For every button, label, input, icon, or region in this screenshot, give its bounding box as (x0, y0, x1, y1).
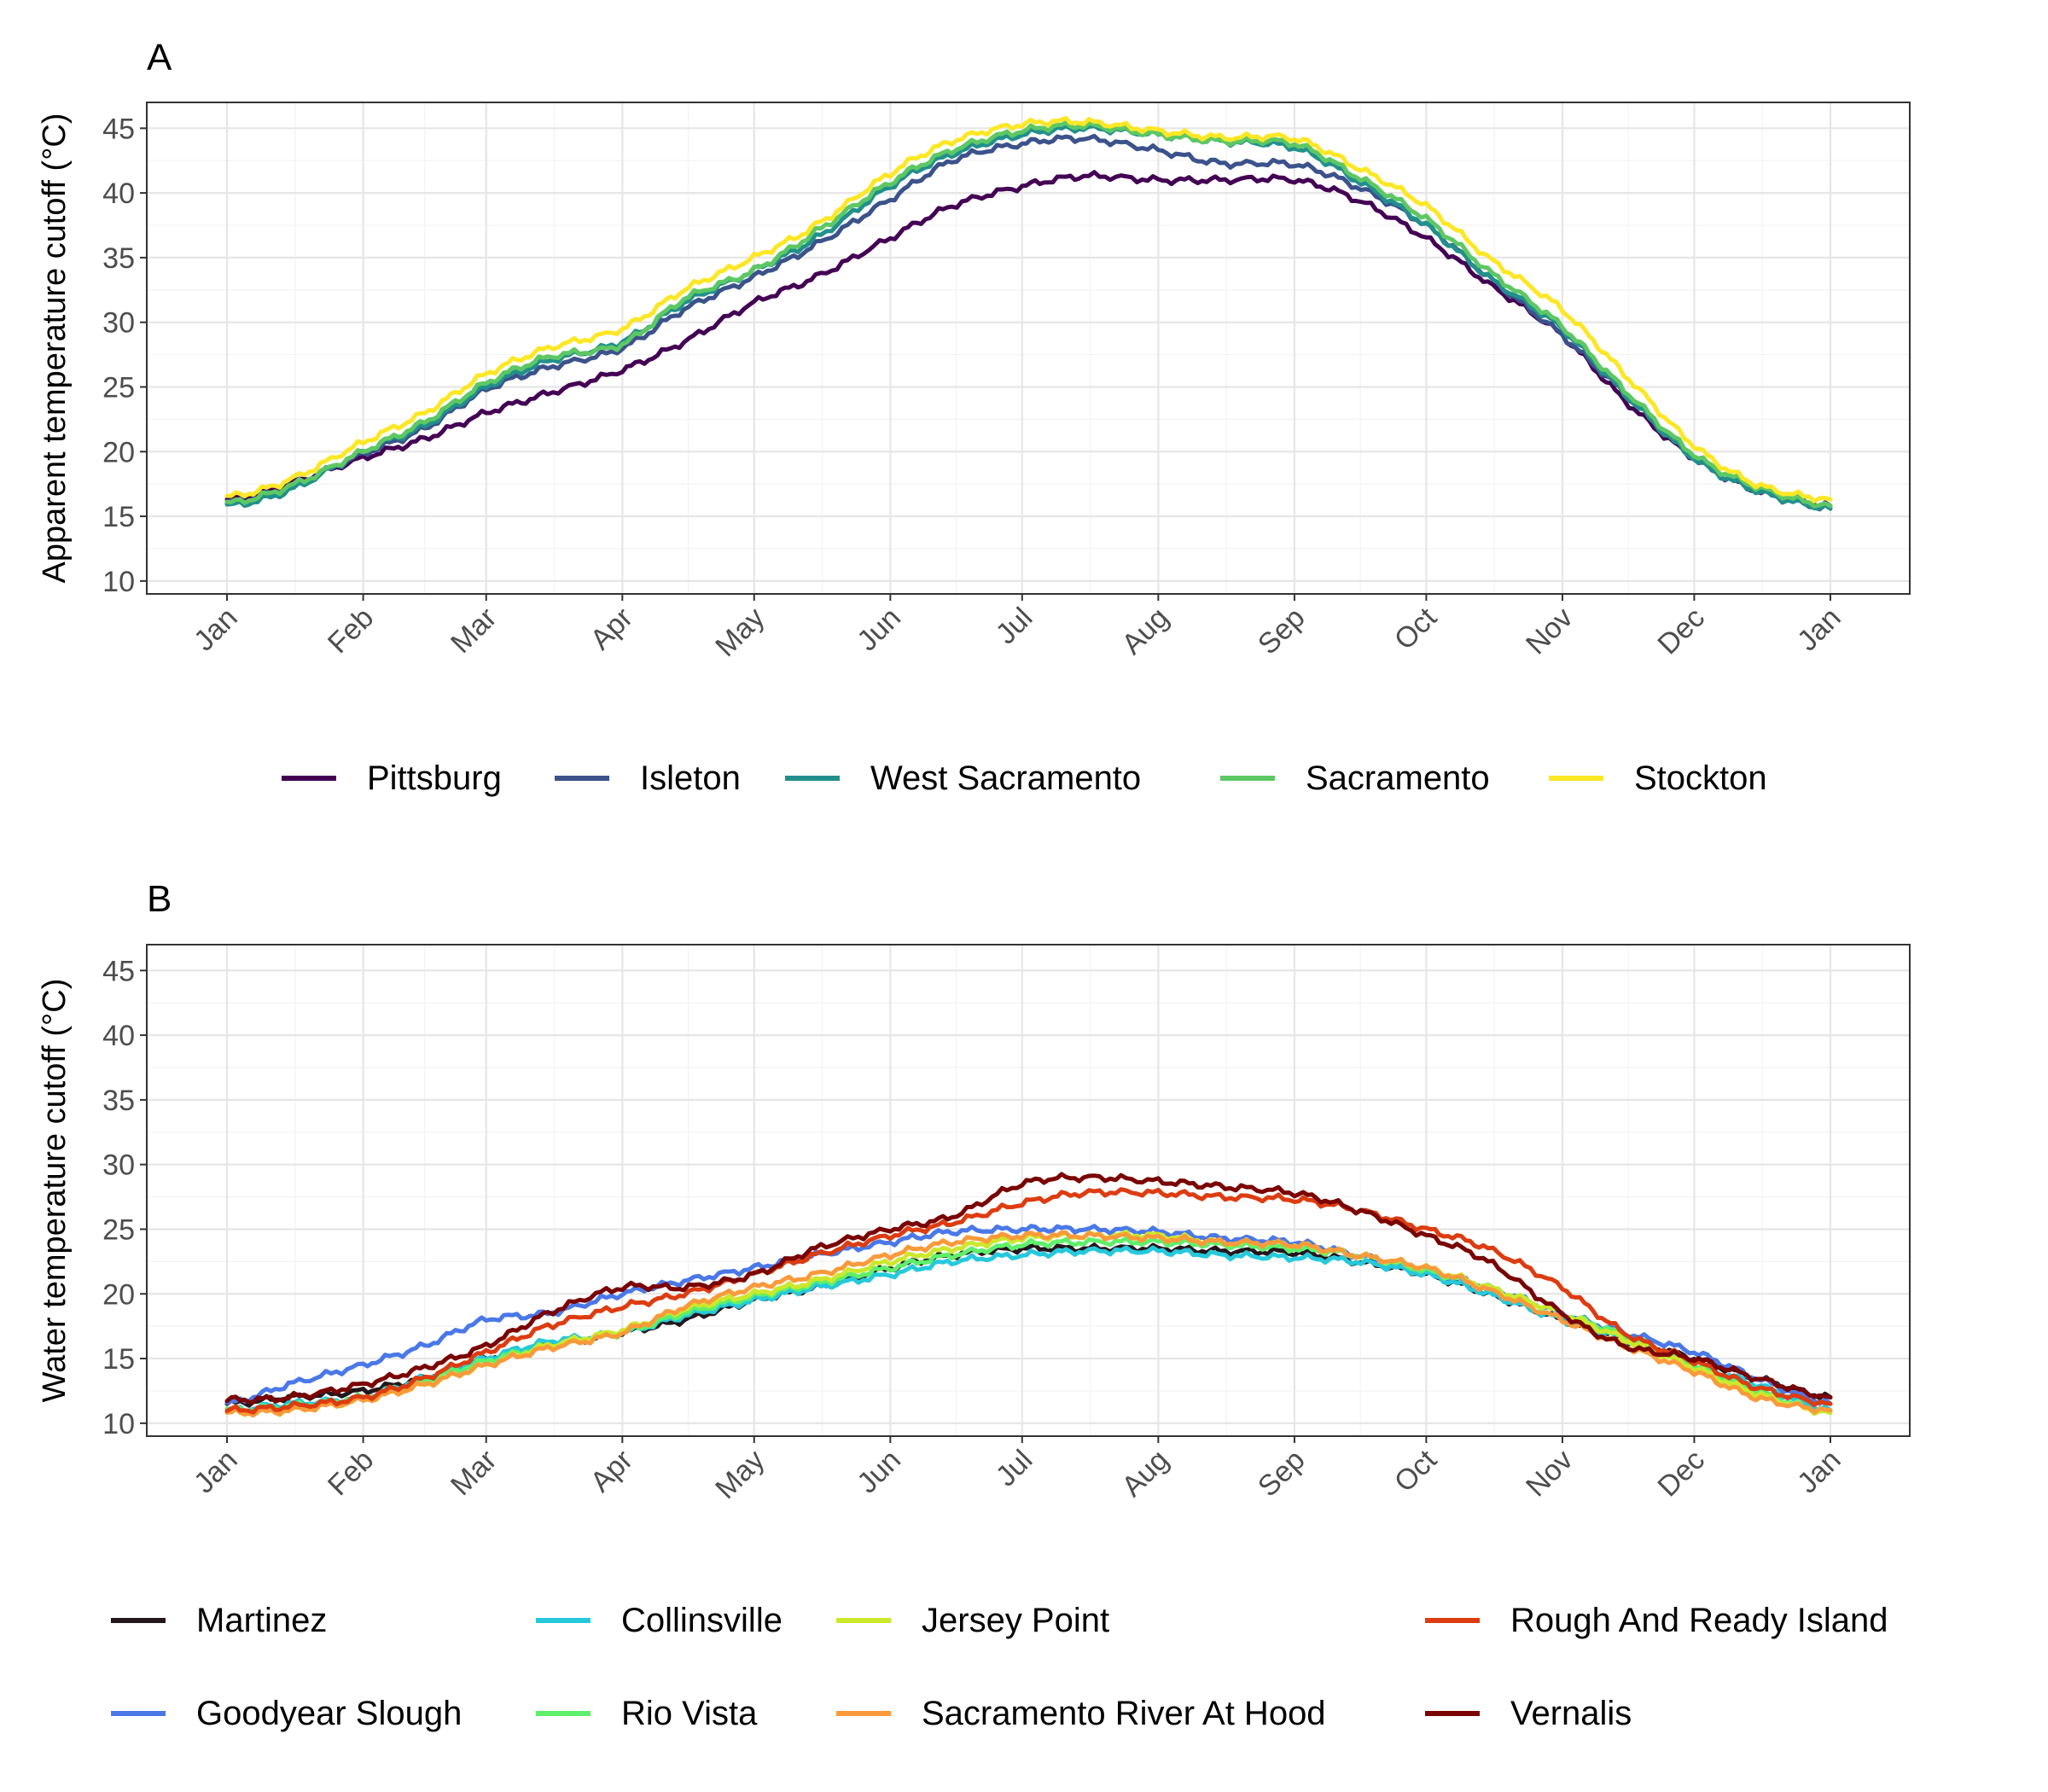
y-tick-label: 30 (102, 1149, 135, 1182)
panel-a-border (146, 102, 1911, 595)
legend-label: Goodyear Slough (196, 1695, 462, 1732)
series-line-stockton (224, 115, 1833, 503)
legend-label: Isleton (640, 759, 741, 797)
y-tick-label: 10 (102, 1408, 135, 1440)
y-tick-label: 15 (102, 1343, 135, 1376)
panel-b-grid (147, 945, 1910, 1436)
y-tick-label: 40 (102, 177, 135, 210)
legend-label: Rough And Ready Island (1510, 1602, 1888, 1639)
series-line-rough-and-ready-island (224, 1187, 1833, 1415)
y-tick-label: 35 (102, 1085, 135, 1117)
y-tick-label: 35 (102, 242, 135, 275)
legend-label: Jersey Point (922, 1602, 1109, 1639)
legend-label: Martinez (196, 1602, 327, 1639)
legend-label: Vernalis (1510, 1695, 1632, 1732)
legend-label: Stockton (1634, 759, 1767, 797)
legend-label: West Sacramento (870, 759, 1141, 797)
panel-b-legend: Martinez Collinsville Jersey Point Rough An… (111, 1602, 1888, 1732)
y-tick-label: 25 (102, 1213, 135, 1246)
y-tick-label: 45 (102, 113, 135, 145)
legend-label: Sacramento (1306, 759, 1490, 797)
panel-label-b: B (147, 878, 172, 920)
panel-a-series (224, 115, 1833, 512)
legend-label: Sacramento River At Hood (922, 1695, 1326, 1732)
legend-label: Collinsville (621, 1602, 783, 1639)
series-line-sacramento-river-at-hood (224, 1230, 1833, 1418)
y-tick-label: 20 (102, 1278, 135, 1311)
y-tick-label: 40 (102, 1020, 135, 1052)
y-tick-label: 10 (102, 566, 135, 598)
panel-b-series (224, 1172, 1833, 1418)
panel-b-border (146, 944, 1911, 1437)
y-tick-label: 25 (102, 371, 135, 404)
legend-label: Rio Vista (621, 1695, 758, 1732)
series-line-vernalis (224, 1172, 1833, 1405)
legend-label: Pittsburg (367, 759, 502, 797)
panel-b-y-ticks: 10 15 20 25 30 35 40 45 (102, 955, 147, 1440)
y-tick-label: 30 (102, 307, 135, 340)
panel-label-a: A (147, 37, 172, 79)
panel-a-y-ticks: 10 15 20 25 30 35 40 45 (102, 113, 147, 598)
y-tick-label: 20 (102, 436, 135, 468)
panel-a-y-axis-title: Apparent temperature cutoff (°C) (37, 113, 73, 584)
y-tick-label: 15 (102, 501, 135, 533)
y-tick-label: 45 (102, 955, 135, 987)
panel-b-y-axis-title: Water temperature cutoff (°C) (37, 979, 73, 1403)
series-line-sacramento (224, 120, 1833, 509)
series-line-isleton (224, 133, 1833, 512)
panel-a-legend: Pittsburg Isleton West Sacramento Sacrament… (282, 759, 1767, 797)
